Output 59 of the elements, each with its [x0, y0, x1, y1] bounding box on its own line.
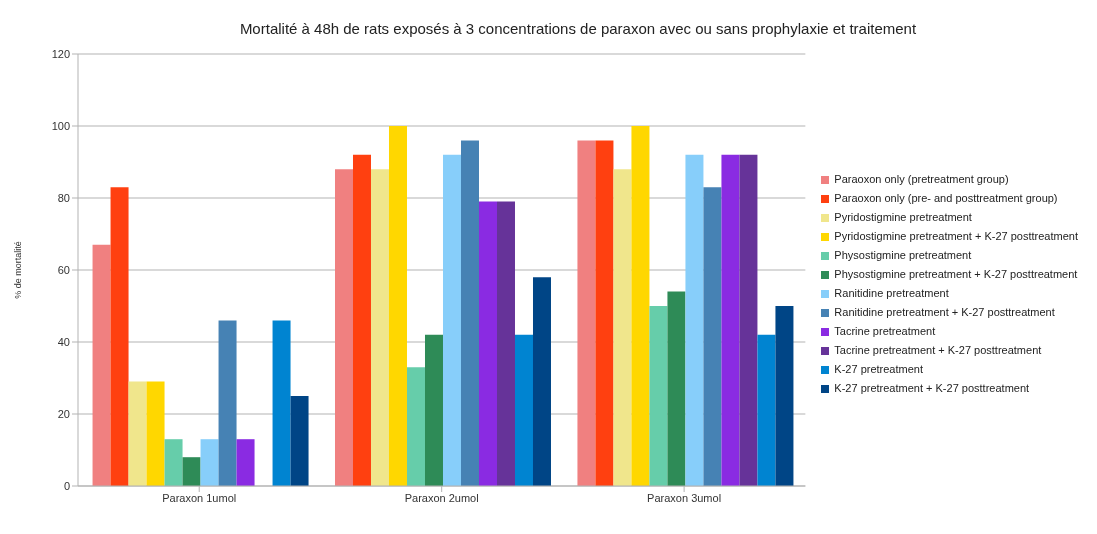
bar — [406, 367, 425, 486]
legend-label: Tacrine pretreatment — [834, 324, 936, 339]
bar — [478, 201, 497, 486]
bar — [370, 169, 389, 486]
legend-label: Pyridostigmine pretreatment — [834, 210, 972, 225]
legend-label: Physostigmine pretreatment + K-27 posttreatment — [834, 267, 1078, 282]
bar — [496, 201, 515, 486]
bar — [290, 396, 309, 486]
y-tick-label: 0 — [63, 479, 70, 492]
bar — [667, 291, 686, 486]
y-tick-label: 120 — [51, 47, 70, 60]
legend-label: K-27 pretreatment + K-27 posttreatment — [834, 381, 1030, 396]
chart-title: Mortalité à 48h de rats exposés à 3 concentrations de paraxon avec ou sans prophylaxie et traitement — [238, 19, 918, 39]
bar — [775, 306, 794, 486]
bar — [200, 439, 219, 486]
bar — [110, 187, 129, 486]
legend-label: Paraoxon only (pretreatment group) — [834, 172, 1009, 187]
bar — [334, 169, 353, 486]
bar — [703, 187, 722, 486]
bar — [595, 140, 614, 486]
legend-label: Ranitidine pretreatment + K-27 posttreatment — [834, 305, 1055, 320]
bar — [649, 306, 668, 486]
legend-label: Paraoxon only (pre- and posttreatment group) — [834, 191, 1058, 206]
x-tick-label: Paraxon 3umol — [647, 491, 722, 504]
y-tick-label: 100 — [51, 119, 70, 132]
bar — [631, 126, 650, 486]
legend-label: Ranitidine pretreatment — [834, 286, 949, 301]
legend-label: Tacrine pretreatment + K-27 posttreatment — [834, 343, 1042, 358]
y-tick-label: 60 — [57, 263, 70, 276]
bar — [164, 439, 183, 486]
bar — [577, 140, 596, 486]
bar — [424, 334, 443, 486]
bar — [218, 320, 237, 486]
bar — [685, 154, 704, 486]
bar — [236, 439, 255, 486]
bar — [272, 320, 291, 486]
y-tick-label: 20 — [57, 407, 70, 420]
legend-label: Physostigmine pretreatment — [834, 248, 972, 263]
bar — [757, 334, 776, 486]
bar — [92, 244, 111, 486]
bar — [182, 457, 201, 486]
bar — [460, 140, 479, 486]
bar — [128, 381, 147, 486]
y-tick-label: 80 — [57, 191, 70, 204]
bar — [514, 334, 533, 486]
x-tick-label: Paraxon 1umol — [162, 491, 237, 504]
bar — [721, 154, 740, 486]
x-tick-label: Paraxon 2umol — [404, 491, 479, 504]
bar — [532, 277, 551, 486]
bar — [352, 154, 371, 486]
y-tick-label: 40 — [57, 335, 70, 348]
bar — [388, 126, 407, 486]
bar — [146, 381, 165, 486]
legend-label: Pyridostigmine pretreatment + K-27 posttreatment — [834, 229, 1078, 244]
y-axis-title: % de mortalité — [13, 241, 24, 299]
bar — [442, 154, 461, 486]
bar — [739, 154, 758, 486]
legend-label: K-27 pretreatment — [834, 362, 923, 377]
bar — [613, 169, 632, 486]
